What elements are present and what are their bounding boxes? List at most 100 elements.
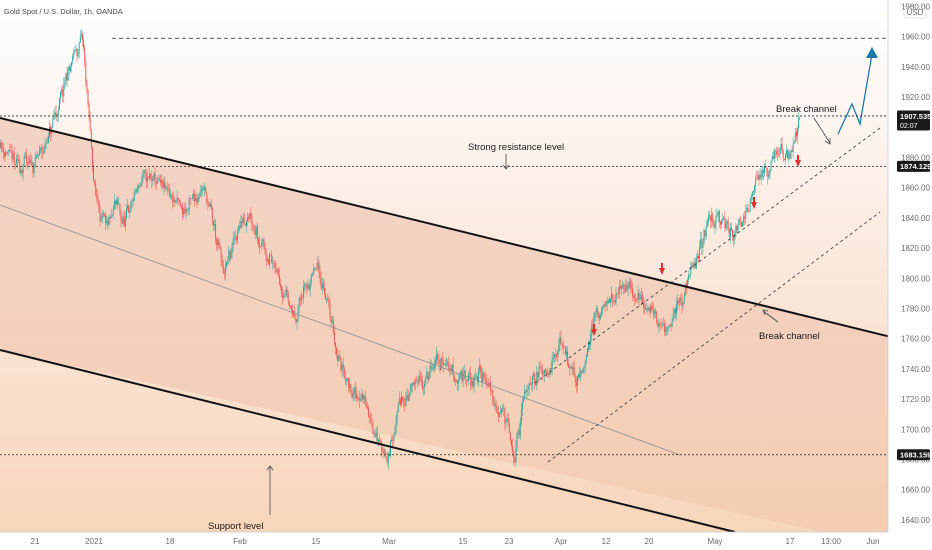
candle-body xyxy=(716,215,718,216)
candle-body xyxy=(486,384,488,386)
candle-body xyxy=(584,360,586,367)
candle-body xyxy=(696,255,698,258)
candle-body xyxy=(571,367,573,370)
candle-body xyxy=(700,239,702,247)
candle-body xyxy=(188,198,190,210)
price-tag-label: 1874.129 xyxy=(900,162,931,171)
candle-body xyxy=(511,440,512,446)
candle-body xyxy=(10,151,12,153)
candle-body xyxy=(234,236,236,238)
channel-lower-line[interactable] xyxy=(0,349,736,533)
candle-body xyxy=(656,311,658,323)
candle-body xyxy=(350,384,352,393)
candle-body xyxy=(183,208,185,215)
candle-body xyxy=(780,144,782,150)
candle-body xyxy=(567,351,569,365)
candle-body xyxy=(662,324,664,325)
candle-body xyxy=(500,412,501,414)
candle-body xyxy=(127,205,129,209)
channel-upper-line[interactable] xyxy=(0,117,896,339)
candle-body xyxy=(723,217,725,219)
candle-body xyxy=(479,365,481,371)
candle-body xyxy=(253,226,255,229)
candle-body xyxy=(189,198,191,199)
candle-body xyxy=(35,155,37,158)
time-axis[interactable] xyxy=(0,532,932,550)
candle-body xyxy=(352,394,354,398)
candle-body xyxy=(673,308,675,314)
candle-body xyxy=(320,278,322,289)
candle-body xyxy=(328,299,330,304)
candles xyxy=(0,29,801,470)
candle-body xyxy=(265,253,267,261)
candle-body xyxy=(714,222,716,228)
candle-body xyxy=(523,398,525,403)
y-tick-label: 1800.00 xyxy=(901,274,930,283)
candle-body xyxy=(101,215,103,218)
candle-body xyxy=(771,156,773,161)
candle-body xyxy=(150,174,152,176)
break-pointer-upper xyxy=(813,117,831,144)
candle-body xyxy=(728,229,730,237)
candle-body xyxy=(118,204,120,205)
candle-body xyxy=(361,394,363,401)
candle-body xyxy=(386,458,388,463)
candle-body xyxy=(784,154,786,160)
candle-body xyxy=(405,397,407,406)
candle-body xyxy=(430,365,432,370)
candle-body xyxy=(107,220,109,225)
candle-body xyxy=(446,364,448,366)
candle-body xyxy=(606,301,608,304)
break-pointer-lower-head xyxy=(762,309,769,316)
candle-body xyxy=(683,295,685,303)
candle-body xyxy=(619,285,621,289)
candle-body xyxy=(715,215,717,223)
candle-body xyxy=(2,147,4,153)
candle-body xyxy=(5,152,6,157)
candle-body xyxy=(505,420,507,424)
candle-body xyxy=(176,197,178,202)
candle-body xyxy=(87,90,89,104)
candle-body xyxy=(534,373,536,384)
candle-body xyxy=(766,167,768,170)
candle-body xyxy=(627,289,629,290)
candle-body xyxy=(156,181,158,185)
candle-body xyxy=(428,376,430,381)
candle-body xyxy=(309,281,311,290)
candle-body xyxy=(333,332,335,343)
candle-body xyxy=(47,136,49,144)
candle-body xyxy=(481,372,483,383)
candle-body xyxy=(52,119,54,128)
candle-body xyxy=(108,217,110,225)
candle-body xyxy=(383,449,385,454)
candle-body xyxy=(490,382,492,391)
candle-body xyxy=(659,323,661,325)
candle-body xyxy=(462,373,464,382)
candle-body xyxy=(632,288,633,296)
candle-body xyxy=(317,262,319,269)
candle-body xyxy=(562,344,564,348)
candle-body xyxy=(427,371,429,381)
candle-body xyxy=(772,156,774,160)
candle-body xyxy=(267,259,269,265)
candle-body xyxy=(264,248,266,254)
candle-body xyxy=(699,246,701,259)
candle-body xyxy=(512,445,514,452)
candle-body xyxy=(644,307,646,309)
candle-body xyxy=(458,379,460,384)
candle-body xyxy=(650,305,652,313)
candle-body xyxy=(625,284,627,292)
candle-body xyxy=(133,191,135,200)
candle-body xyxy=(237,232,239,241)
candle-body xyxy=(409,384,411,393)
candle-body xyxy=(498,413,500,417)
candle-body xyxy=(420,378,422,382)
candle-body xyxy=(63,84,65,97)
x-tick-label: 17 xyxy=(786,537,795,546)
candle-body xyxy=(16,159,17,164)
x-tick-label: 15 xyxy=(459,537,468,546)
candle-body xyxy=(570,367,572,369)
candle-body xyxy=(308,285,310,290)
candle-body xyxy=(276,269,278,272)
